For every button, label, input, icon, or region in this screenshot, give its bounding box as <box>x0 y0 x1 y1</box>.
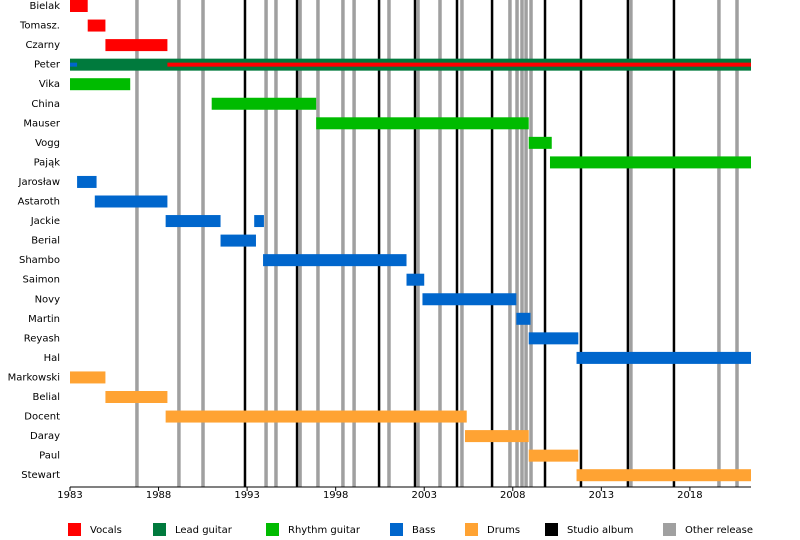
member-label: Jackie <box>30 216 60 227</box>
member-span <box>211 97 317 110</box>
member-span <box>220 234 256 247</box>
member-label: Tomasz. <box>19 21 60 32</box>
member-span <box>87 19 106 32</box>
member-label: Daray <box>30 431 60 442</box>
member-span <box>165 410 467 423</box>
member-span <box>528 332 579 345</box>
legend-swatch <box>663 523 676 536</box>
legend-label: Rhythm guitar <box>288 525 361 536</box>
member-label: Saimon <box>23 275 60 286</box>
legend-label: Drums <box>487 525 520 536</box>
member-label: Mauser <box>23 118 60 129</box>
member-label: Vika <box>39 79 60 90</box>
member-span <box>105 39 168 52</box>
member-span <box>406 273 425 286</box>
legend-swatch <box>465 523 478 536</box>
member-label: Shambo <box>19 255 60 266</box>
member-span <box>254 215 264 228</box>
member-span <box>528 136 552 149</box>
member-label: Peter <box>34 60 61 71</box>
member-label: Martin <box>28 314 60 325</box>
member-label: Stewart <box>21 470 60 481</box>
member-span <box>263 254 407 267</box>
member-label: China <box>31 99 60 110</box>
x-tick-label: 1998 <box>323 490 348 501</box>
x-tick-label: 1993 <box>234 490 259 501</box>
member-span <box>165 215 221 228</box>
legend-label: Bass <box>412 525 435 536</box>
x-tick-label: 2008 <box>500 490 525 501</box>
member-span <box>70 62 78 67</box>
member-label: Docent <box>24 412 60 423</box>
member-label: Pająk <box>34 157 61 168</box>
member-label: Czarny <box>25 40 60 51</box>
legend-swatch <box>545 523 558 536</box>
member-span <box>77 175 97 188</box>
legend-swatch <box>68 523 81 536</box>
x-tick-label: 1988 <box>146 490 171 501</box>
member-label: Reyash <box>24 333 60 344</box>
member-label: Bielak <box>30 1 61 12</box>
member-span <box>105 391 168 403</box>
member-span <box>528 449 579 462</box>
member-label: Berial <box>31 236 60 247</box>
legend-swatch <box>153 523 166 536</box>
legend-label: Studio album <box>567 525 633 536</box>
x-tick-label: 2003 <box>411 490 436 501</box>
x-tick-label: 2018 <box>677 490 702 501</box>
member-span <box>464 430 529 443</box>
member-label: Hal <box>44 353 60 364</box>
x-tick-label: 2013 <box>589 490 614 501</box>
member-span <box>422 293 517 306</box>
member-span <box>516 312 531 325</box>
member-span <box>316 117 529 130</box>
member-span <box>167 62 751 67</box>
member-label: Astaroth <box>18 197 60 208</box>
member-span <box>70 371 106 384</box>
member-span <box>549 156 751 169</box>
legend-label: Vocals <box>90 525 122 536</box>
member-label: Novy <box>35 294 61 305</box>
legend-swatch <box>266 523 279 536</box>
legend-label: Other release <box>685 525 753 536</box>
member-span <box>70 0 88 12</box>
legend-label: Lead guitar <box>175 525 233 536</box>
member-span <box>576 351 751 364</box>
x-tick-label: 1983 <box>57 490 82 501</box>
member-label: Markowski <box>8 372 60 383</box>
member-label: Belial <box>33 392 60 403</box>
member-label: Paul <box>39 451 60 462</box>
member-label: Vogg <box>35 138 60 149</box>
legend-swatch <box>390 523 403 536</box>
member-span <box>70 78 131 91</box>
member-span <box>576 469 751 482</box>
member-label: Jarosław <box>18 177 60 188</box>
member-span <box>94 195 168 208</box>
